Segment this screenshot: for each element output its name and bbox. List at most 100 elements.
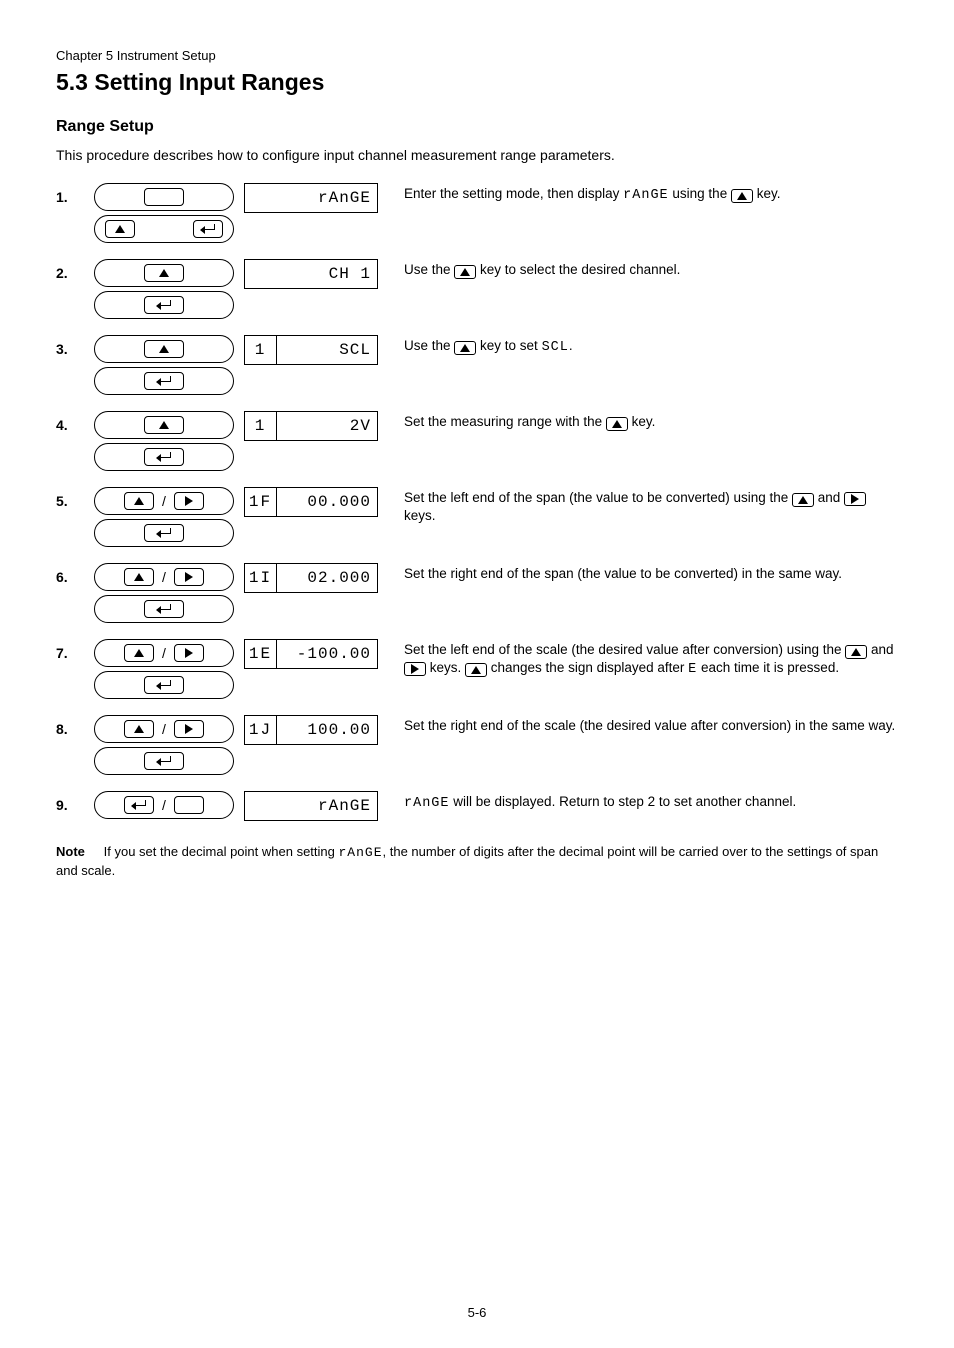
- enter-keycap[interactable]: [144, 752, 184, 770]
- slash-separator: /: [160, 797, 168, 813]
- seg7-text: E: [688, 662, 697, 677]
- button-column: /: [84, 715, 244, 775]
- up-icon: [460, 268, 470, 276]
- up-keycap[interactable]: [124, 492, 154, 510]
- enter-keycap[interactable]: [144, 676, 184, 694]
- right-icon: [851, 494, 859, 504]
- up-icon: [737, 192, 747, 200]
- enter-keycap[interactable]: [144, 448, 184, 466]
- enter-keycap[interactable]: [144, 600, 184, 618]
- step-text: Use the key to set SCL.: [394, 335, 898, 357]
- up-icon: [159, 269, 169, 277]
- up-keycap[interactable]: [124, 720, 154, 738]
- enter-icon: [157, 680, 171, 690]
- up-key-inline: [465, 663, 487, 677]
- seg7-text: rAnGE: [338, 845, 382, 860]
- enter-keycap[interactable]: [144, 524, 184, 542]
- button-pill: [94, 595, 234, 623]
- button-column: /: [84, 639, 244, 699]
- right-icon: [185, 496, 193, 506]
- slash-separator: /: [160, 721, 168, 737]
- lcd-display: 1E-100.00: [244, 639, 378, 669]
- step-row: 7./1E-100.00Set the left end of the scal…: [56, 639, 898, 699]
- lcd-right: 100.00: [277, 716, 377, 744]
- button-pill: [94, 367, 234, 395]
- up-key-inline: [606, 417, 628, 431]
- enter-icon: [201, 224, 215, 234]
- up-icon: [115, 225, 125, 233]
- button-column: /: [84, 563, 244, 623]
- step-text: Set the measuring range with the key.: [394, 411, 898, 431]
- note-label: Note: [56, 843, 100, 861]
- enter-keycap[interactable]: [144, 296, 184, 314]
- enter-icon: [157, 756, 171, 766]
- enter-icon: [157, 528, 171, 538]
- button-pill: [94, 747, 234, 775]
- step-row: 2.CH 1Use the key to select the desired …: [56, 259, 898, 319]
- button-pill: [94, 519, 234, 547]
- right-keycap[interactable]: [174, 720, 204, 738]
- seg7-text: SCL: [542, 340, 569, 355]
- slash-separator: /: [160, 569, 168, 585]
- lcd-display: 12V: [244, 411, 378, 441]
- step-number: 3.: [56, 335, 84, 357]
- blank-keycap[interactable]: [174, 796, 204, 814]
- lcd-right: -100.00: [277, 640, 377, 668]
- right-keycap[interactable]: [174, 568, 204, 586]
- right-icon: [185, 724, 193, 734]
- enter-icon: [157, 604, 171, 614]
- enter-icon: [157, 300, 171, 310]
- button-column: [84, 259, 244, 319]
- enter-keycap[interactable]: [144, 372, 184, 390]
- up-icon: [460, 344, 470, 352]
- step-row: 8./1J100.00Set the right end of the scal…: [56, 715, 898, 775]
- step-row: 3.1SCLUse the key to set SCL.: [56, 335, 898, 395]
- step-text: Set the right end of the span (the value…: [394, 563, 898, 583]
- enter-keycap[interactable]: [124, 796, 154, 814]
- enter-icon: [132, 800, 146, 810]
- step-row: 6./1I02.000Set the right end of the span…: [56, 563, 898, 623]
- button-pill: /: [94, 715, 234, 743]
- blank-keycap[interactable]: [144, 188, 184, 206]
- up-keycap[interactable]: [144, 264, 184, 282]
- up-icon: [612, 420, 622, 428]
- up-icon: [798, 496, 808, 504]
- button-column: [84, 335, 244, 395]
- up-keycap[interactable]: [124, 644, 154, 662]
- button-pill: [94, 215, 234, 243]
- up-key-inline: [845, 645, 867, 659]
- step-number: 8.: [56, 715, 84, 737]
- step-text: rAnGE will be displayed. Return to step …: [394, 791, 898, 813]
- up-keycap[interactable]: [144, 340, 184, 358]
- sub-heading: Range Setup: [56, 118, 898, 136]
- up-icon: [134, 649, 144, 657]
- lcd-left: 1E: [245, 640, 277, 668]
- up-keycap[interactable]: [124, 568, 154, 586]
- lcd-left: 1: [245, 412, 277, 440]
- up-key-inline: [454, 265, 476, 279]
- button-pill: [94, 671, 234, 699]
- up-key-inline: [792, 493, 814, 507]
- seg7-text: rAnGE: [404, 796, 450, 811]
- enter-keycap[interactable]: [193, 220, 223, 238]
- button-pill: [94, 443, 234, 471]
- step-number: 6.: [56, 563, 84, 585]
- step-number: 5.: [56, 487, 84, 509]
- lcd-column: rAnGE: [244, 791, 394, 821]
- lcd-column: 1J100.00: [244, 715, 394, 745]
- up-key-inline: [454, 341, 476, 355]
- step-number: 2.: [56, 259, 84, 281]
- step-text: Set the left end of the span (the value …: [394, 487, 898, 525]
- right-icon: [185, 572, 193, 582]
- step-text: Enter the setting mode, then display rAn…: [394, 183, 898, 205]
- button-pill: [94, 183, 234, 211]
- lcd-right: 00.000: [277, 488, 377, 516]
- up-keycap[interactable]: [144, 416, 184, 434]
- right-keycap[interactable]: [174, 644, 204, 662]
- right-key-inline: [844, 492, 866, 506]
- lcd-column: 1F00.000: [244, 487, 394, 517]
- up-keycap[interactable]: [105, 220, 135, 238]
- lcd-right: 2V: [277, 412, 377, 440]
- right-keycap[interactable]: [174, 492, 204, 510]
- lcd-left: 1I: [245, 564, 277, 592]
